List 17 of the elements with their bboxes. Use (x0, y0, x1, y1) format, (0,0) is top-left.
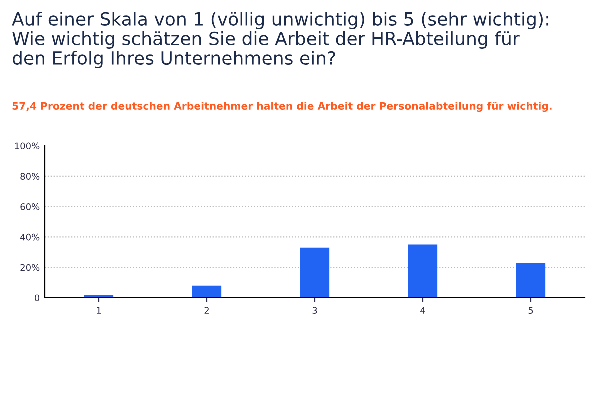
chart-title: Auf einer Skala von 1 (völlig unwichtig) bis 5 (sehr wichtig): Wie wichtig schätzen Sie die Arbeit der HR-Abteilung für den Erfolg Ihres Unternehmens ein? (12, 12, 549, 69)
bar (516, 263, 546, 298)
y-tick-label: 20% (20, 264, 40, 272)
chart-subtitle: 57,4 Prozent der deutschen Arbeitnehmer halten die Arbeit der Personalabteilung für wichtig. (12, 102, 552, 112)
x-tick-label: 4 (420, 307, 426, 314)
bar (408, 244, 438, 298)
x-tick-label: 1 (97, 307, 102, 314)
bar (300, 248, 330, 298)
x-tick-label: 2 (204, 307, 209, 314)
y-tick-label: 0 (34, 294, 40, 302)
x-tick-label: 3 (312, 307, 318, 314)
y-tick-label: 100% (15, 142, 40, 150)
y-tick-label: 60% (20, 204, 40, 210)
y-tick-label: 40% (20, 234, 40, 241)
y-tick-label: 80% (20, 173, 40, 180)
bar (192, 286, 222, 298)
x-tick-label: 5 (528, 307, 534, 314)
